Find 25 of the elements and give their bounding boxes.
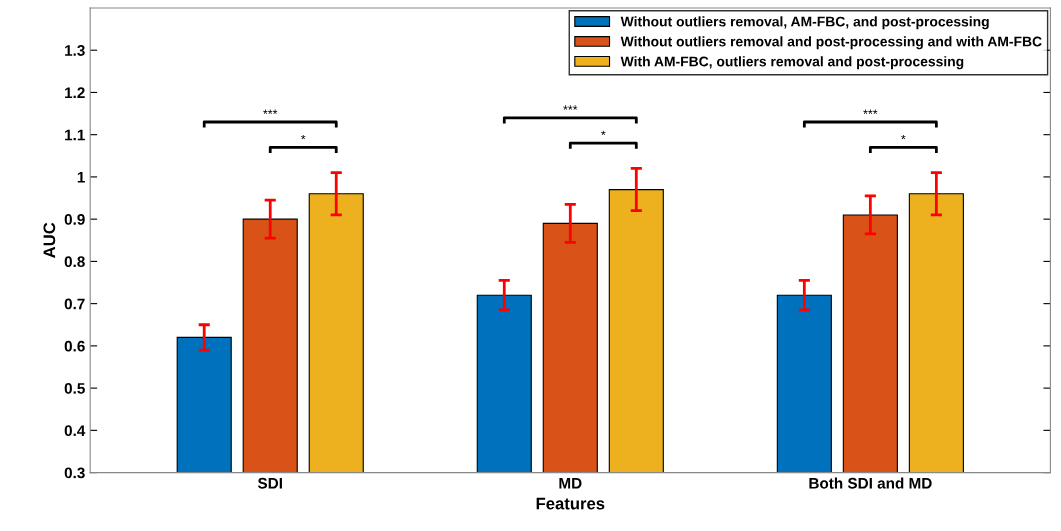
y-tick-label: 1.3 (65, 45, 85, 56)
y-tick-label: 0.5 (64, 382, 85, 394)
y-tick-label: 0.3 (64, 467, 85, 479)
y-tick-label: 0.8 (64, 256, 85, 268)
x-tick-label: Both SDI and MD (809, 477, 932, 489)
y-tick-label: 1.1 (65, 129, 85, 141)
y-tick-label: 0.9 (64, 214, 85, 225)
annotation: * (601, 130, 606, 136)
y-tick-label: 0.7 (64, 298, 85, 310)
x-tick-label: MD (559, 478, 582, 489)
y-tick-label: 0.4 (64, 425, 86, 437)
annotation: * (901, 134, 906, 140)
annotation: *** (263, 109, 278, 114)
y-axis-title: AUC (43, 222, 56, 258)
x-axis-title: Features (536, 497, 605, 510)
x-tick-label: SDI (257, 477, 282, 489)
y-tick-label: 1.2 (65, 87, 85, 98)
annotation: *** (863, 109, 878, 114)
legend-label: With AM-FBC, outliers removal and post-processing (620, 56, 964, 70)
legend-label: Without outliers removal, AM-FBC, and post-processing (620, 16, 989, 30)
legend-label: Without outliers removal and post-processing and with AM-FBC (620, 36, 1042, 50)
annotation: * (301, 134, 306, 140)
y-tick-label: 1 (77, 171, 85, 183)
y-tick-label: 0.6 (64, 340, 85, 352)
annotation: *** (563, 105, 578, 110)
